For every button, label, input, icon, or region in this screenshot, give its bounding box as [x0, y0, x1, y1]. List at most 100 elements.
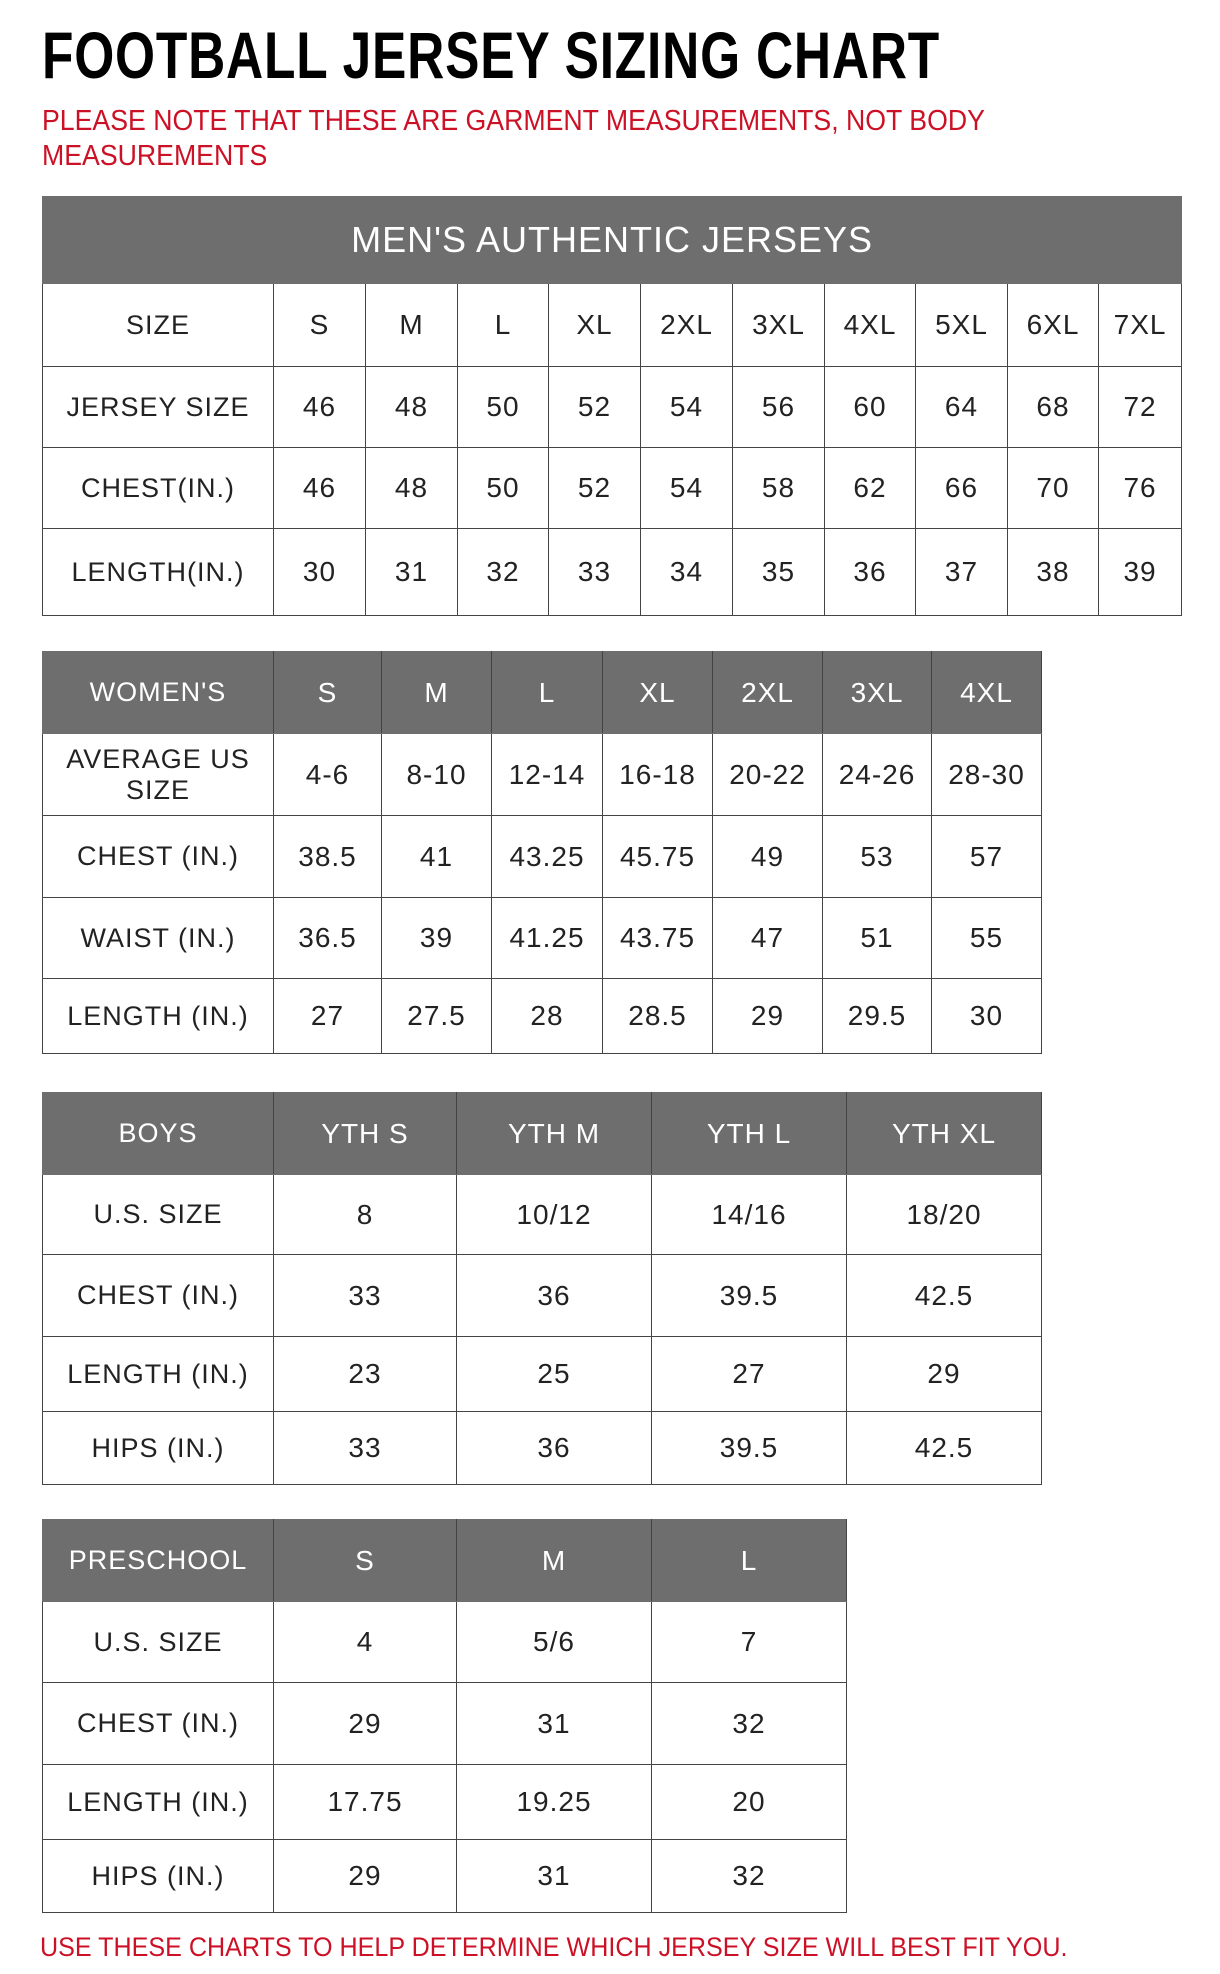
table-cell: 70 — [1007, 447, 1099, 529]
column-header: 3XL — [822, 651, 932, 734]
boys-table: BOYS YTH S YTH M YTH L YTH XL U.S. SIZE 8 10/12… — [42, 1092, 1042, 1485]
table-cell: 54 — [640, 366, 733, 448]
table-cell: 33 — [273, 1254, 457, 1337]
column-header: 7XL — [1097, 283, 1183, 367]
table-cell: 27 — [651, 1336, 847, 1412]
table-cell: 50 — [457, 366, 549, 448]
table-row: HIPS (IN.) 33 36 39.5 42.5 — [42, 1411, 1042, 1485]
row-label: CHEST(IN.) — [42, 447, 274, 529]
table-cell: 32 — [651, 1682, 847, 1765]
table-cell: 42.5 — [846, 1254, 1042, 1337]
table-cell: 41 — [381, 815, 492, 898]
table-cell: 55 — [931, 897, 1042, 979]
table-cell: 31 — [365, 528, 458, 616]
row-label: CHEST (IN.) — [42, 1682, 274, 1765]
table-cell: 12-14 — [491, 733, 603, 816]
table-cell: 41.25 — [491, 897, 603, 979]
table-row: U.S. SIZE 8 10/12 14/16 18/20 — [42, 1174, 1042, 1255]
column-header: YTH M — [456, 1092, 652, 1175]
table-cell: 46 — [273, 366, 366, 448]
garment-note: PLEASE NOTE THAT THESE ARE GARMENT MEASU… — [42, 105, 985, 172]
table-cell: 29.5 — [822, 978, 932, 1054]
row-label: PRESCHOOL — [42, 1519, 274, 1602]
table-cell: 17.75 — [273, 1764, 457, 1840]
table-cell: 52 — [548, 447, 641, 529]
column-header: 4XL — [931, 651, 1042, 734]
row-label: BOYS — [42, 1092, 274, 1175]
table-cell: 62 — [824, 447, 916, 529]
table-cell: 28-30 — [931, 733, 1042, 816]
table-row: HIPS (IN.) 29 31 32 — [42, 1839, 847, 1913]
row-label: HIPS (IN.) — [42, 1839, 274, 1913]
table-cell: 10/12 — [456, 1174, 652, 1255]
row-label: WAIST (IN.) — [42, 897, 274, 979]
table-cell: 72 — [1097, 366, 1183, 448]
table-cell: 36 — [824, 528, 916, 616]
table-cell: 27.5 — [381, 978, 492, 1054]
row-label: LENGTH (IN.) — [42, 1336, 274, 1412]
column-header: L — [491, 651, 603, 734]
table-cell: 49 — [712, 815, 823, 898]
column-header: S — [273, 651, 382, 734]
table-cell: 52 — [548, 366, 641, 448]
table-cell: 43.75 — [602, 897, 713, 979]
column-header: 3XL — [732, 283, 825, 367]
table-cell: 46 — [273, 447, 366, 529]
table-cell: 58 — [732, 447, 825, 529]
table-cell: 50 — [457, 447, 549, 529]
mens-table: MEN'S AUTHENTIC JERSEYS SIZE S M L XL 2XL 3XL 4X… — [41, 196, 1183, 616]
table-cell: 43.25 — [491, 815, 603, 898]
column-header: M — [456, 1519, 652, 1602]
column-header: XL — [548, 283, 641, 367]
table-cell: 31 — [456, 1682, 652, 1765]
table-cell: 28 — [491, 978, 603, 1054]
table-cell: 39 — [1097, 528, 1183, 616]
table-cell: 4 — [273, 1601, 457, 1683]
table-cell: 27 — [273, 978, 382, 1054]
table-cell: 39 — [381, 897, 492, 979]
table-cell: 31 — [456, 1839, 652, 1913]
table-row: CHEST (IN.) 33 36 39.5 42.5 — [42, 1254, 1042, 1337]
table-cell: 30 — [931, 978, 1042, 1054]
table-cell: 18/20 — [846, 1174, 1042, 1255]
table-cell: 56 — [732, 366, 825, 448]
row-label: AVERAGE US SIZE — [42, 733, 274, 816]
table-cell: 68 — [1007, 366, 1099, 448]
table-row: LENGTH (IN.) 27 27.5 28 28.5 29 29.5 30 — [42, 978, 1042, 1054]
table-row: BOYS YTH S YTH M YTH L YTH XL — [42, 1092, 1042, 1175]
column-header: YTH S — [273, 1092, 457, 1175]
table-cell: 37 — [915, 528, 1008, 616]
column-header: S — [273, 1519, 457, 1602]
table-cell: 29 — [273, 1839, 457, 1913]
table-row: CHEST(IN.) 46 48 50 52 54 58 62 66 70 76 — [42, 447, 1183, 529]
preschool-table: PRESCHOOL S M L U.S. SIZE 4 5/6 7 CHEST (IN.) 29 3… — [42, 1519, 847, 1913]
table-cell: 4-6 — [273, 733, 382, 816]
table-cell: 16-18 — [602, 733, 713, 816]
table-cell: 51 — [822, 897, 932, 979]
table-cell: 34 — [640, 528, 733, 616]
table-cell: 76 — [1097, 447, 1183, 529]
table-row: CHEST (IN.) 38.5 41 43.25 45.75 49 53 57 — [42, 815, 1042, 898]
table-cell: 20 — [651, 1764, 847, 1840]
table-cell: 33 — [548, 528, 641, 616]
table-row: AVERAGE US SIZE 4-6 8-10 12-14 16-18 20-22 24-… — [42, 733, 1042, 816]
table-cell: 29 — [273, 1682, 457, 1765]
table-cell: 48 — [365, 447, 458, 529]
row-label: CHEST (IN.) — [42, 1254, 274, 1337]
table-cell: 7 — [651, 1601, 847, 1683]
table-cell: 45.75 — [602, 815, 713, 898]
table-row: LENGTH(IN.) 30 31 32 33 34 35 36 37 38 39 — [42, 528, 1183, 616]
column-header: M — [381, 651, 492, 734]
table-cell: 20-22 — [712, 733, 823, 816]
column-header: 6XL — [1007, 283, 1099, 367]
table-cell: 32 — [457, 528, 549, 616]
table-cell: 47 — [712, 897, 823, 979]
table-row: SIZE S M L XL 2XL 3XL 4XL 5XL 6XL 7XL — [42, 283, 1183, 367]
table-cell: 53 — [822, 815, 932, 898]
table-cell: 60 — [824, 366, 916, 448]
table-cell: 8 — [273, 1174, 457, 1255]
row-label: LENGTH (IN.) — [42, 1764, 274, 1840]
table-cell: 5/6 — [456, 1601, 652, 1683]
womens-table: WOMEN'S S M L XL 2XL 3XL 4XL AVERAGE US SIZE 4-6 8… — [42, 651, 1042, 1054]
table-cell: 33 — [273, 1411, 457, 1485]
